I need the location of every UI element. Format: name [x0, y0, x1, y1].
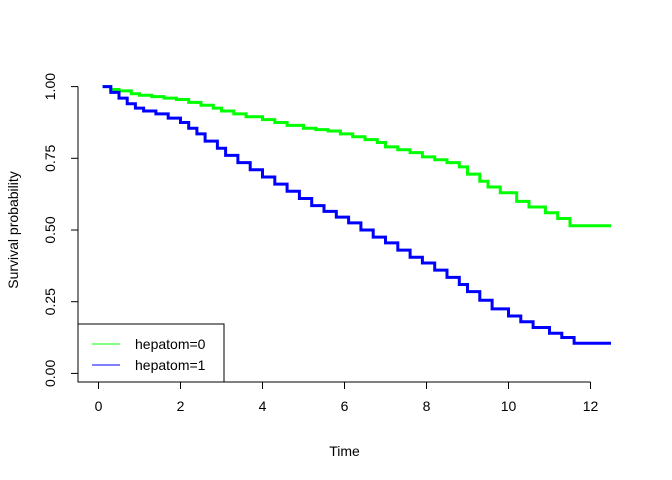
legend: hepatom=0 hepatom=1: [77, 323, 225, 383]
y-tick-label: 0.75: [42, 144, 58, 171]
x-ticks: 0 2 4 6 8 10 12: [95, 382, 599, 414]
curve-series-1: [102, 85, 611, 345]
x-tick-label: 8: [423, 398, 431, 414]
x-tick-label: 0: [95, 398, 103, 414]
x-axis-title: Time: [329, 443, 360, 459]
y-tick-label: 0.00: [42, 360, 58, 387]
y-tick-label: 0.50: [42, 216, 58, 243]
y-ticks: 0.00 0.25 0.50 0.75 1.00: [42, 73, 78, 387]
legend-label-0: hepatom=0: [135, 336, 206, 352]
legend-box: [77, 323, 225, 383]
x-tick-label: 10: [501, 398, 517, 414]
legend-label-1: hepatom=1: [135, 357, 206, 373]
survival-curves: [102, 85, 611, 345]
x-tick-label: 12: [583, 398, 599, 414]
y-tick-label: 1.00: [42, 73, 58, 100]
x-tick-label: 2: [177, 398, 185, 414]
x-tick-label: 6: [341, 398, 349, 414]
y-axis-title: Survival probability: [5, 171, 21, 289]
y-tick-label: 0.25: [42, 288, 58, 315]
curve-series-0: [102, 85, 611, 228]
chart-axes: 0 2 4 6 8 10 12 0.00 0.25 0.50 0.75 1.00: [42, 73, 598, 414]
x-tick-label: 4: [259, 398, 267, 414]
